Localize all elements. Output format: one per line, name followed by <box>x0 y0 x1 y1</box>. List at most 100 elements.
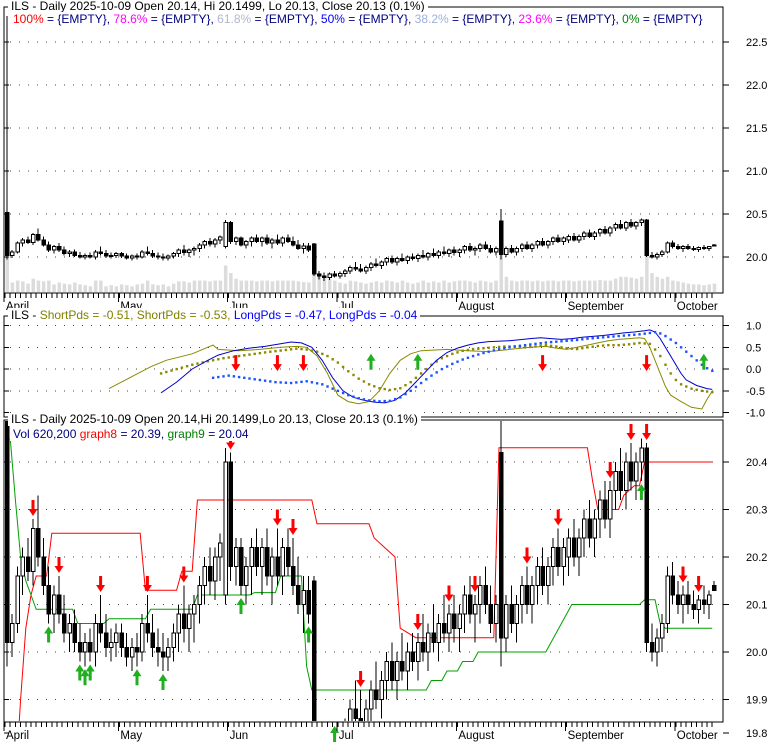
volume-bar <box>556 281 561 292</box>
volume-bar <box>182 281 186 292</box>
candle-down <box>265 547 270 577</box>
candle-up <box>31 234 36 243</box>
candle-up <box>535 566 540 586</box>
candle-down <box>119 253 124 257</box>
volume-bar <box>551 280 555 292</box>
candle-up <box>114 253 119 256</box>
volume-bar <box>369 282 373 292</box>
candle-up <box>405 256 410 261</box>
sell-signal-arrow <box>444 585 454 602</box>
volume-bar <box>411 283 415 292</box>
fib-eq: = <box>552 12 567 26</box>
candle-down <box>571 235 577 241</box>
sell-signal-arrow <box>678 566 688 583</box>
buy-signal-arrow <box>366 353 376 370</box>
volume-bar <box>104 286 108 292</box>
candle-up <box>15 242 20 253</box>
volume-bar <box>83 285 87 292</box>
candle-down <box>691 247 696 250</box>
volume-bar <box>697 284 701 292</box>
volume-bar <box>463 280 467 292</box>
candle-up <box>519 585 525 605</box>
volume-bar <box>535 280 540 292</box>
volume-bar <box>431 281 436 292</box>
candle-up <box>67 623 72 634</box>
candle-down <box>25 556 31 572</box>
candle-down <box>311 580 317 721</box>
fib-value: {EMPTY} <box>653 12 703 26</box>
volume-bar <box>281 280 285 292</box>
candle-up <box>223 461 228 596</box>
candle-down <box>670 575 676 596</box>
indicator-readout: LongPds = -0.47, <box>233 308 329 322</box>
bottom-panel-title: ILS - Daily 2025-10-09 Open 20.14,Hi 20.… <box>8 412 421 426</box>
candle-down <box>649 642 655 653</box>
candle-down <box>103 253 109 257</box>
candle-up <box>379 680 384 700</box>
top-panel-title: ILS - Daily 2025-10-09 Open 20.14, Hi 20… <box>8 0 428 13</box>
candle-down <box>499 452 504 639</box>
volume-bar <box>702 285 706 292</box>
candle-down <box>124 255 130 259</box>
volume-bar <box>166 286 171 292</box>
candle-down <box>207 241 213 245</box>
candle-up <box>561 237 566 243</box>
candle-up <box>592 232 598 237</box>
volume-bar <box>572 281 576 292</box>
candle-up <box>51 246 57 251</box>
volume-bar <box>426 282 431 292</box>
candle-up <box>223 222 228 248</box>
candle-up <box>415 642 421 662</box>
candle-up <box>462 246 468 251</box>
candle-up <box>213 556 218 582</box>
volume-bar <box>561 280 566 292</box>
candle-down <box>649 254 655 258</box>
oscillator-panel[interactable]: 1.0 0.5 0.0 -0.5 -1.0 <box>3 315 765 420</box>
sell-signal-arrow <box>470 576 480 592</box>
buy-signal-arrow <box>132 669 142 686</box>
volume-bar <box>145 280 150 292</box>
volume-bar <box>161 284 165 292</box>
sell-signal-arrow <box>538 355 548 372</box>
candle-down <box>686 246 691 249</box>
zoomed-price-panel[interactable]: 20.4 20.3 20.2 20.1 20.0 19.9 19.8 <box>3 0 767 745</box>
buy-signal-arrow <box>413 353 423 370</box>
candle-up <box>696 247 702 250</box>
candle-up <box>15 575 20 624</box>
volume-bar <box>665 276 670 292</box>
buy-signal-arrow <box>158 674 168 690</box>
candle-down <box>150 632 156 648</box>
candle-down <box>525 585 530 605</box>
candle-down <box>306 589 312 615</box>
y-axis-label: 19.9 <box>746 695 767 707</box>
candle-down <box>72 623 78 643</box>
candle-up <box>639 219 644 224</box>
volume-bar <box>385 280 389 292</box>
volume-bar <box>390 281 394 292</box>
volume-readout-line: Vol 620,200 graph8 = 20.39, graph9 = 20.… <box>10 427 252 441</box>
candle-up <box>31 528 36 572</box>
candle-down <box>556 237 561 243</box>
top-price-panel[interactable]: 22.5 22.0 21.5 21.0 20.5 20.0 <box>3 6 767 294</box>
fib-eq: = <box>448 12 463 26</box>
candle-down <box>431 632 436 643</box>
LongPds-line <box>160 329 713 404</box>
volume-bar <box>520 280 524 292</box>
sell-signal-arrow <box>626 424 636 440</box>
candle-down <box>499 220 504 255</box>
volume-bar <box>260 280 264 292</box>
candle-down <box>571 537 577 558</box>
candle-up <box>259 237 265 243</box>
candle-up <box>213 239 218 245</box>
candle-up <box>109 642 114 648</box>
candle-down <box>374 689 379 700</box>
volume-bar <box>229 273 233 292</box>
candle-down <box>452 249 457 254</box>
sell-signal-arrow <box>96 576 106 592</box>
candle-up <box>363 266 369 272</box>
volume-bar <box>93 280 98 292</box>
candle-up <box>369 689 374 710</box>
candle-up <box>384 258 390 263</box>
candle-up <box>566 537 572 558</box>
oscillator-panel-title: ILS - ShortPds = -0.51, ShortPds = -0.53… <box>8 308 421 322</box>
